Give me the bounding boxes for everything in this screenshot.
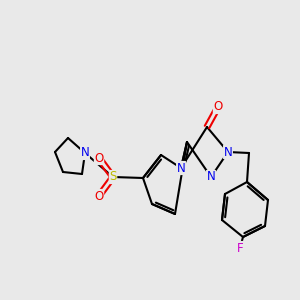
Text: O: O [213, 100, 223, 113]
Text: O: O [94, 152, 103, 164]
Text: S: S [109, 170, 117, 184]
Text: F: F [237, 242, 243, 254]
Text: N: N [207, 170, 215, 184]
Text: N: N [177, 161, 185, 175]
Text: O: O [94, 190, 103, 202]
Text: N: N [81, 146, 89, 160]
Text: N: N [224, 146, 232, 158]
